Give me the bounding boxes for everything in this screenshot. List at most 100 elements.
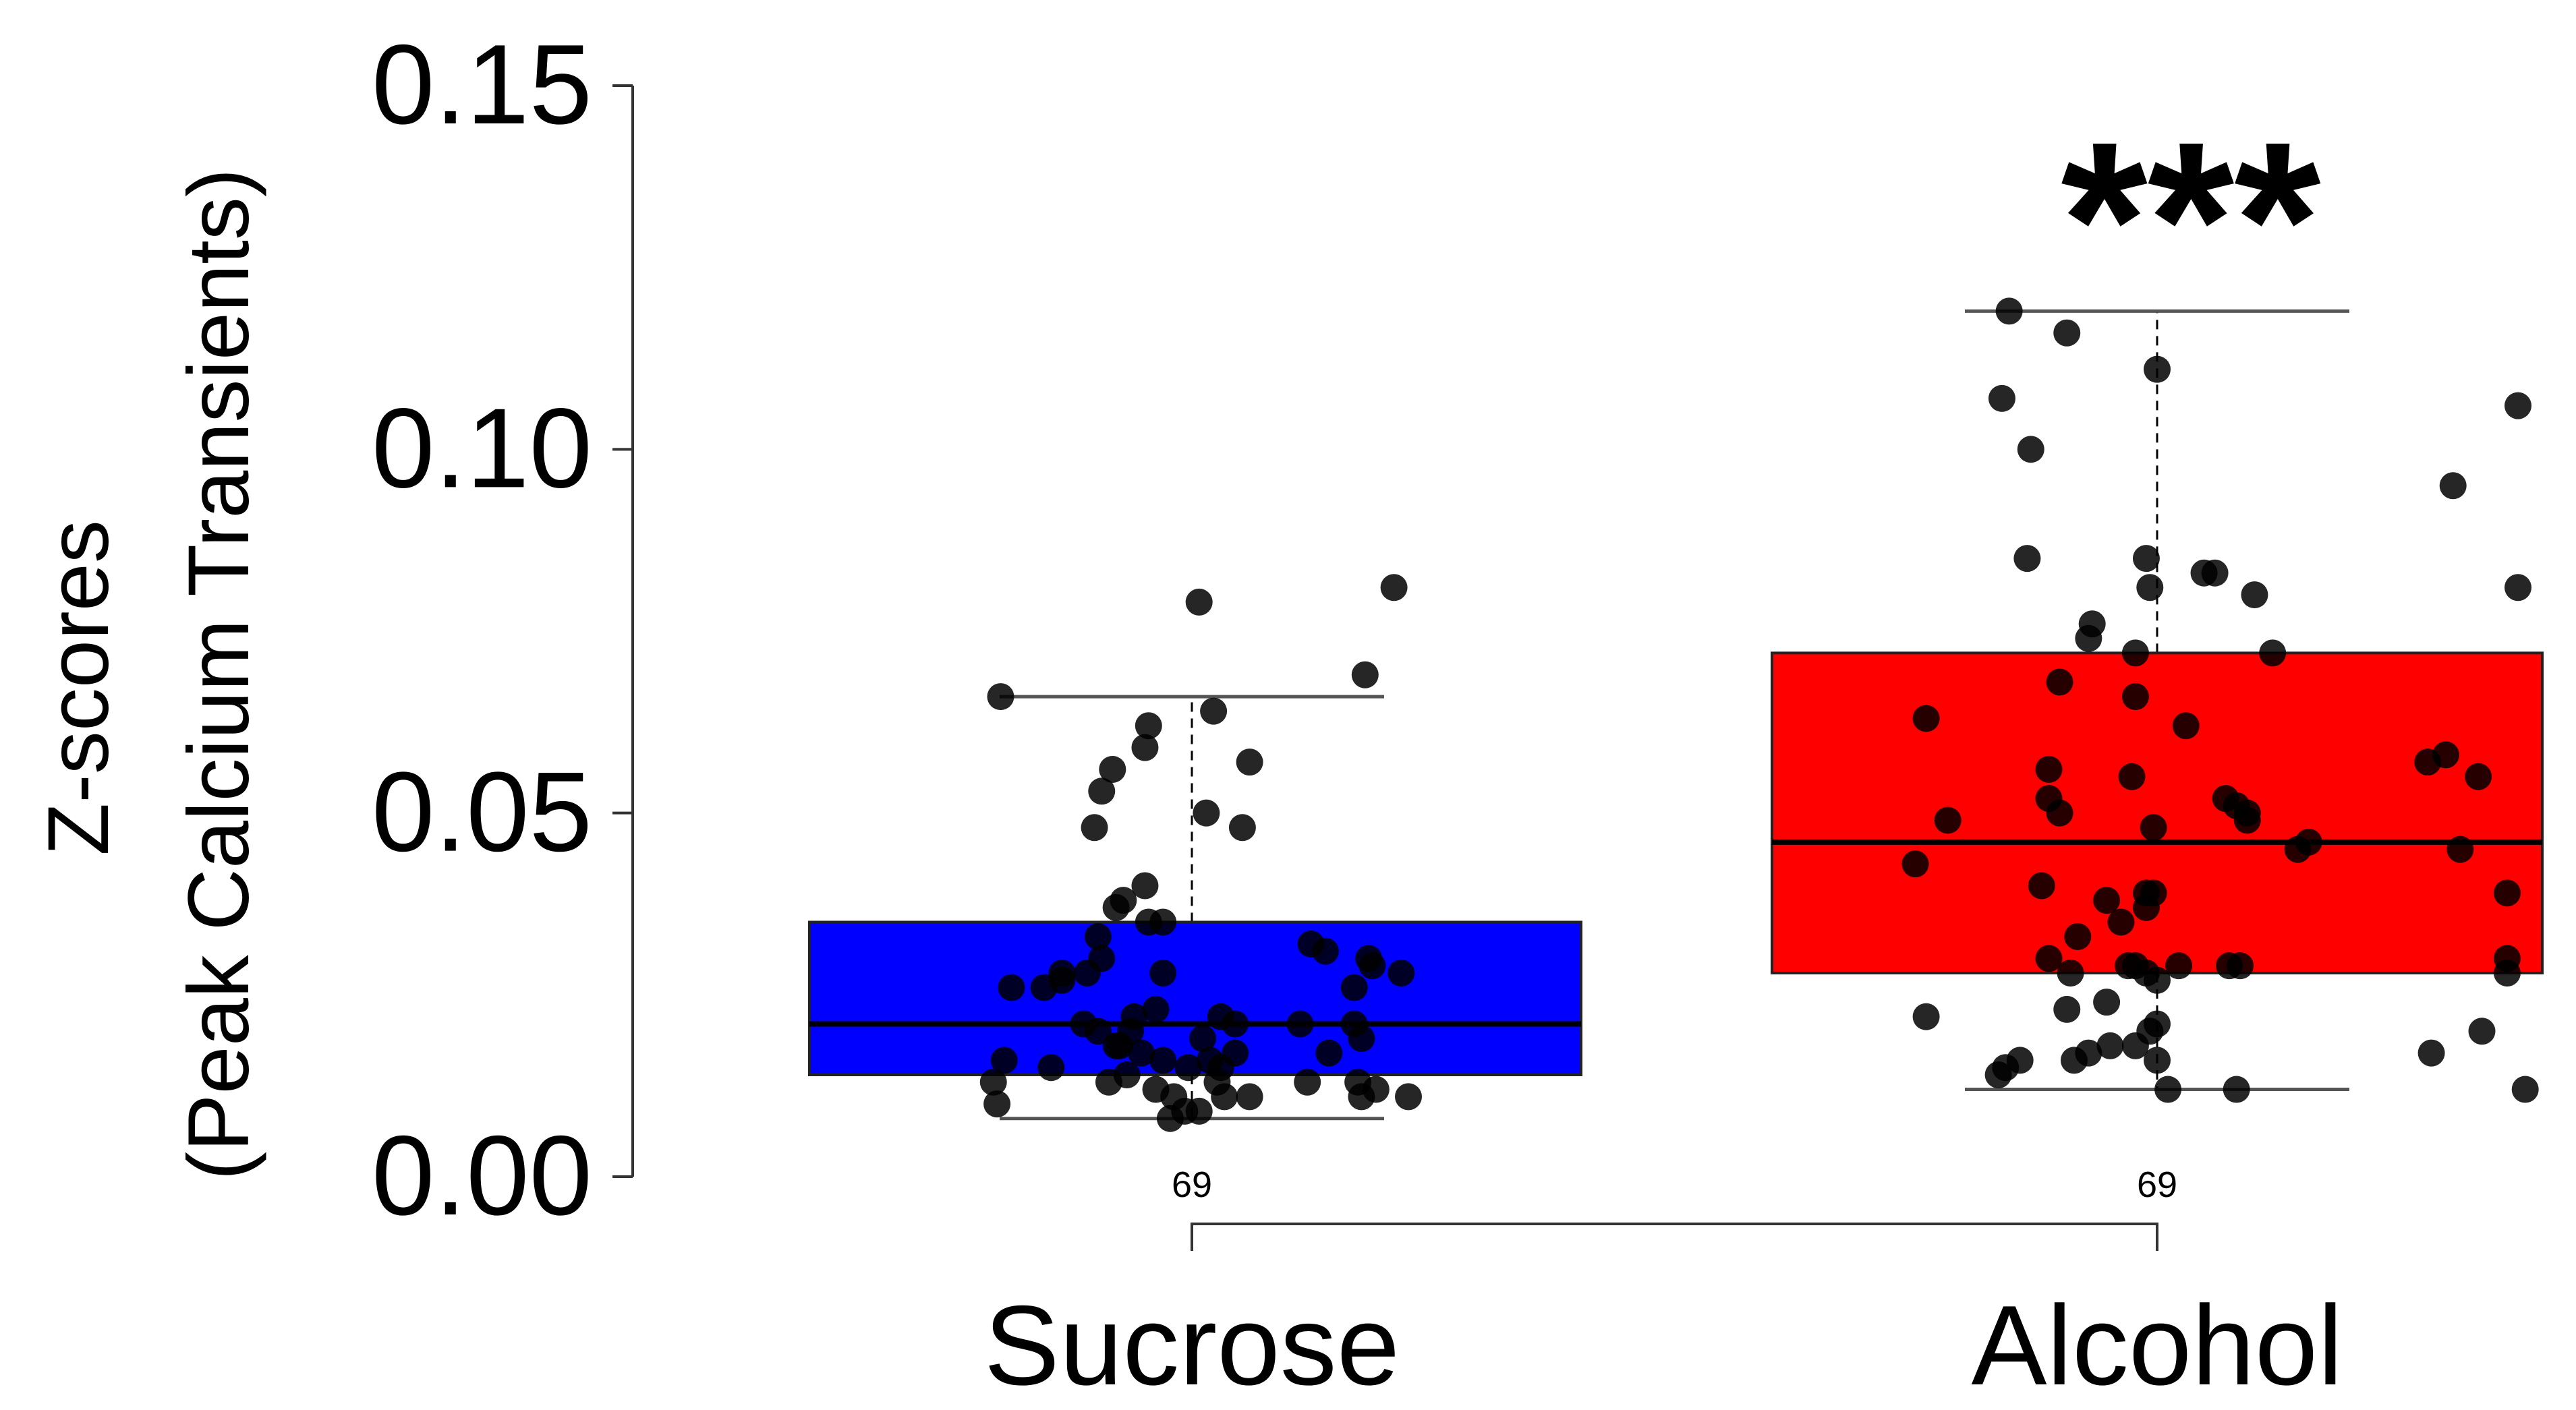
data-point xyxy=(1340,974,1368,1001)
data-point xyxy=(2259,639,2287,667)
data-point xyxy=(1084,1018,1112,1045)
data-point xyxy=(2075,624,2102,652)
data-point xyxy=(2493,959,2521,987)
data-point xyxy=(1149,1047,1177,1074)
data-point xyxy=(2241,581,2268,609)
data-point xyxy=(1131,734,1159,761)
data-point xyxy=(1211,1083,1238,1111)
data-point xyxy=(1095,1068,1122,1096)
y-axis-title-line-2: (Peak Calcium Transients) xyxy=(171,169,267,1181)
data-point xyxy=(1084,923,1112,951)
y-axis-title-line-1: Z-scores xyxy=(30,520,127,856)
data-point xyxy=(2233,806,2261,834)
data-point xyxy=(1102,1032,1130,1059)
data-point xyxy=(1984,1061,2012,1088)
data-point xyxy=(1128,1039,1155,1067)
data-point xyxy=(2053,995,2081,1023)
x-category-label: Sucrose xyxy=(984,1282,1400,1409)
data-point xyxy=(1351,661,1379,688)
boxes: 69 Sucrose 69 Alcohol xyxy=(808,309,2544,1409)
data-point xyxy=(1135,712,1162,740)
significance-stars: *** xyxy=(2061,95,2321,344)
data-point xyxy=(2096,1032,2124,1059)
data-point xyxy=(1236,748,1263,776)
data-point xyxy=(1286,1010,1314,1038)
data-point xyxy=(2013,545,2041,572)
data-point xyxy=(2121,639,2149,667)
data-point xyxy=(2144,966,2171,994)
box-iqr xyxy=(1771,651,2544,974)
annotations: *** xyxy=(1191,95,2321,1251)
data-point xyxy=(2093,887,2121,914)
data-point xyxy=(2172,712,2200,740)
data-point xyxy=(1387,959,1415,987)
data-point xyxy=(1228,814,1256,842)
data-point xyxy=(1193,799,1220,827)
data-point xyxy=(1048,966,1076,994)
data-point xyxy=(2121,683,2149,711)
data-point xyxy=(1395,1083,1422,1111)
data-point xyxy=(1901,850,1929,878)
data-point xyxy=(2046,799,2073,827)
x-category-label: Alcohol xyxy=(1971,1282,2343,1409)
data-point xyxy=(998,974,1025,1001)
data-point xyxy=(2493,879,2521,907)
box-iqr xyxy=(808,920,1582,1076)
data-point xyxy=(2165,952,2193,980)
data-point xyxy=(2132,893,2160,921)
data-point xyxy=(2132,545,2160,572)
data-point xyxy=(2035,755,2063,783)
data-point xyxy=(1149,908,1177,936)
data-point xyxy=(2417,1039,2445,1067)
data-point xyxy=(1348,1025,1375,1053)
data-point xyxy=(2468,1018,2496,1045)
data-point xyxy=(1189,1025,1217,1053)
data-point xyxy=(2028,872,2055,900)
y-tick-label: 0.05 xyxy=(372,748,592,875)
data-point xyxy=(2201,559,2229,587)
data-point xyxy=(2057,959,2084,987)
data-point xyxy=(2144,1047,2171,1074)
data-point xyxy=(1099,755,1126,783)
data-point xyxy=(2144,355,2171,383)
data-point xyxy=(1934,806,1962,834)
data-point xyxy=(2414,748,2442,776)
data-point xyxy=(1311,937,1339,965)
data-point xyxy=(990,1047,1018,1074)
data-point xyxy=(1185,1097,1213,1125)
data-point xyxy=(1222,1010,1249,1038)
data-point xyxy=(2064,923,2092,951)
data-point xyxy=(2227,952,2254,980)
data-point xyxy=(1912,1003,1940,1030)
data-point xyxy=(1088,777,1116,805)
data-point xyxy=(1995,297,2023,325)
data-point xyxy=(1294,1068,1321,1096)
n-label: 69 xyxy=(1172,1165,1212,1205)
data-point xyxy=(1156,1105,1184,1132)
data-point xyxy=(2017,436,2044,463)
data-point xyxy=(1037,1054,1065,1082)
data-point xyxy=(987,683,1014,711)
data-point xyxy=(1102,893,1130,921)
data-point xyxy=(2093,989,2121,1016)
y-tick-label: 0.10 xyxy=(372,384,592,511)
data-point xyxy=(1236,1083,1263,1111)
data-point xyxy=(1358,952,1386,980)
data-point xyxy=(1988,384,2015,412)
data-point xyxy=(2053,319,2081,347)
data-point xyxy=(1149,959,1177,987)
data-point xyxy=(1081,814,1108,842)
box-group-sucrose: 69 Sucrose xyxy=(808,695,1582,1409)
box-group-alcohol: 69 Alcohol xyxy=(1771,309,2544,1409)
data-point xyxy=(2140,814,2167,842)
data-point xyxy=(2035,945,2063,972)
data-point xyxy=(979,1068,1007,1096)
data-point xyxy=(1315,1039,1343,1067)
data-point xyxy=(2446,835,2474,863)
comparison-bracket xyxy=(1191,1223,2158,1251)
y-axis: 0.00 0.05 0.10 0.15 xyxy=(372,21,634,1239)
data-point xyxy=(2439,472,2467,500)
data-point xyxy=(2511,1076,2539,1103)
data-point xyxy=(2118,763,2146,790)
